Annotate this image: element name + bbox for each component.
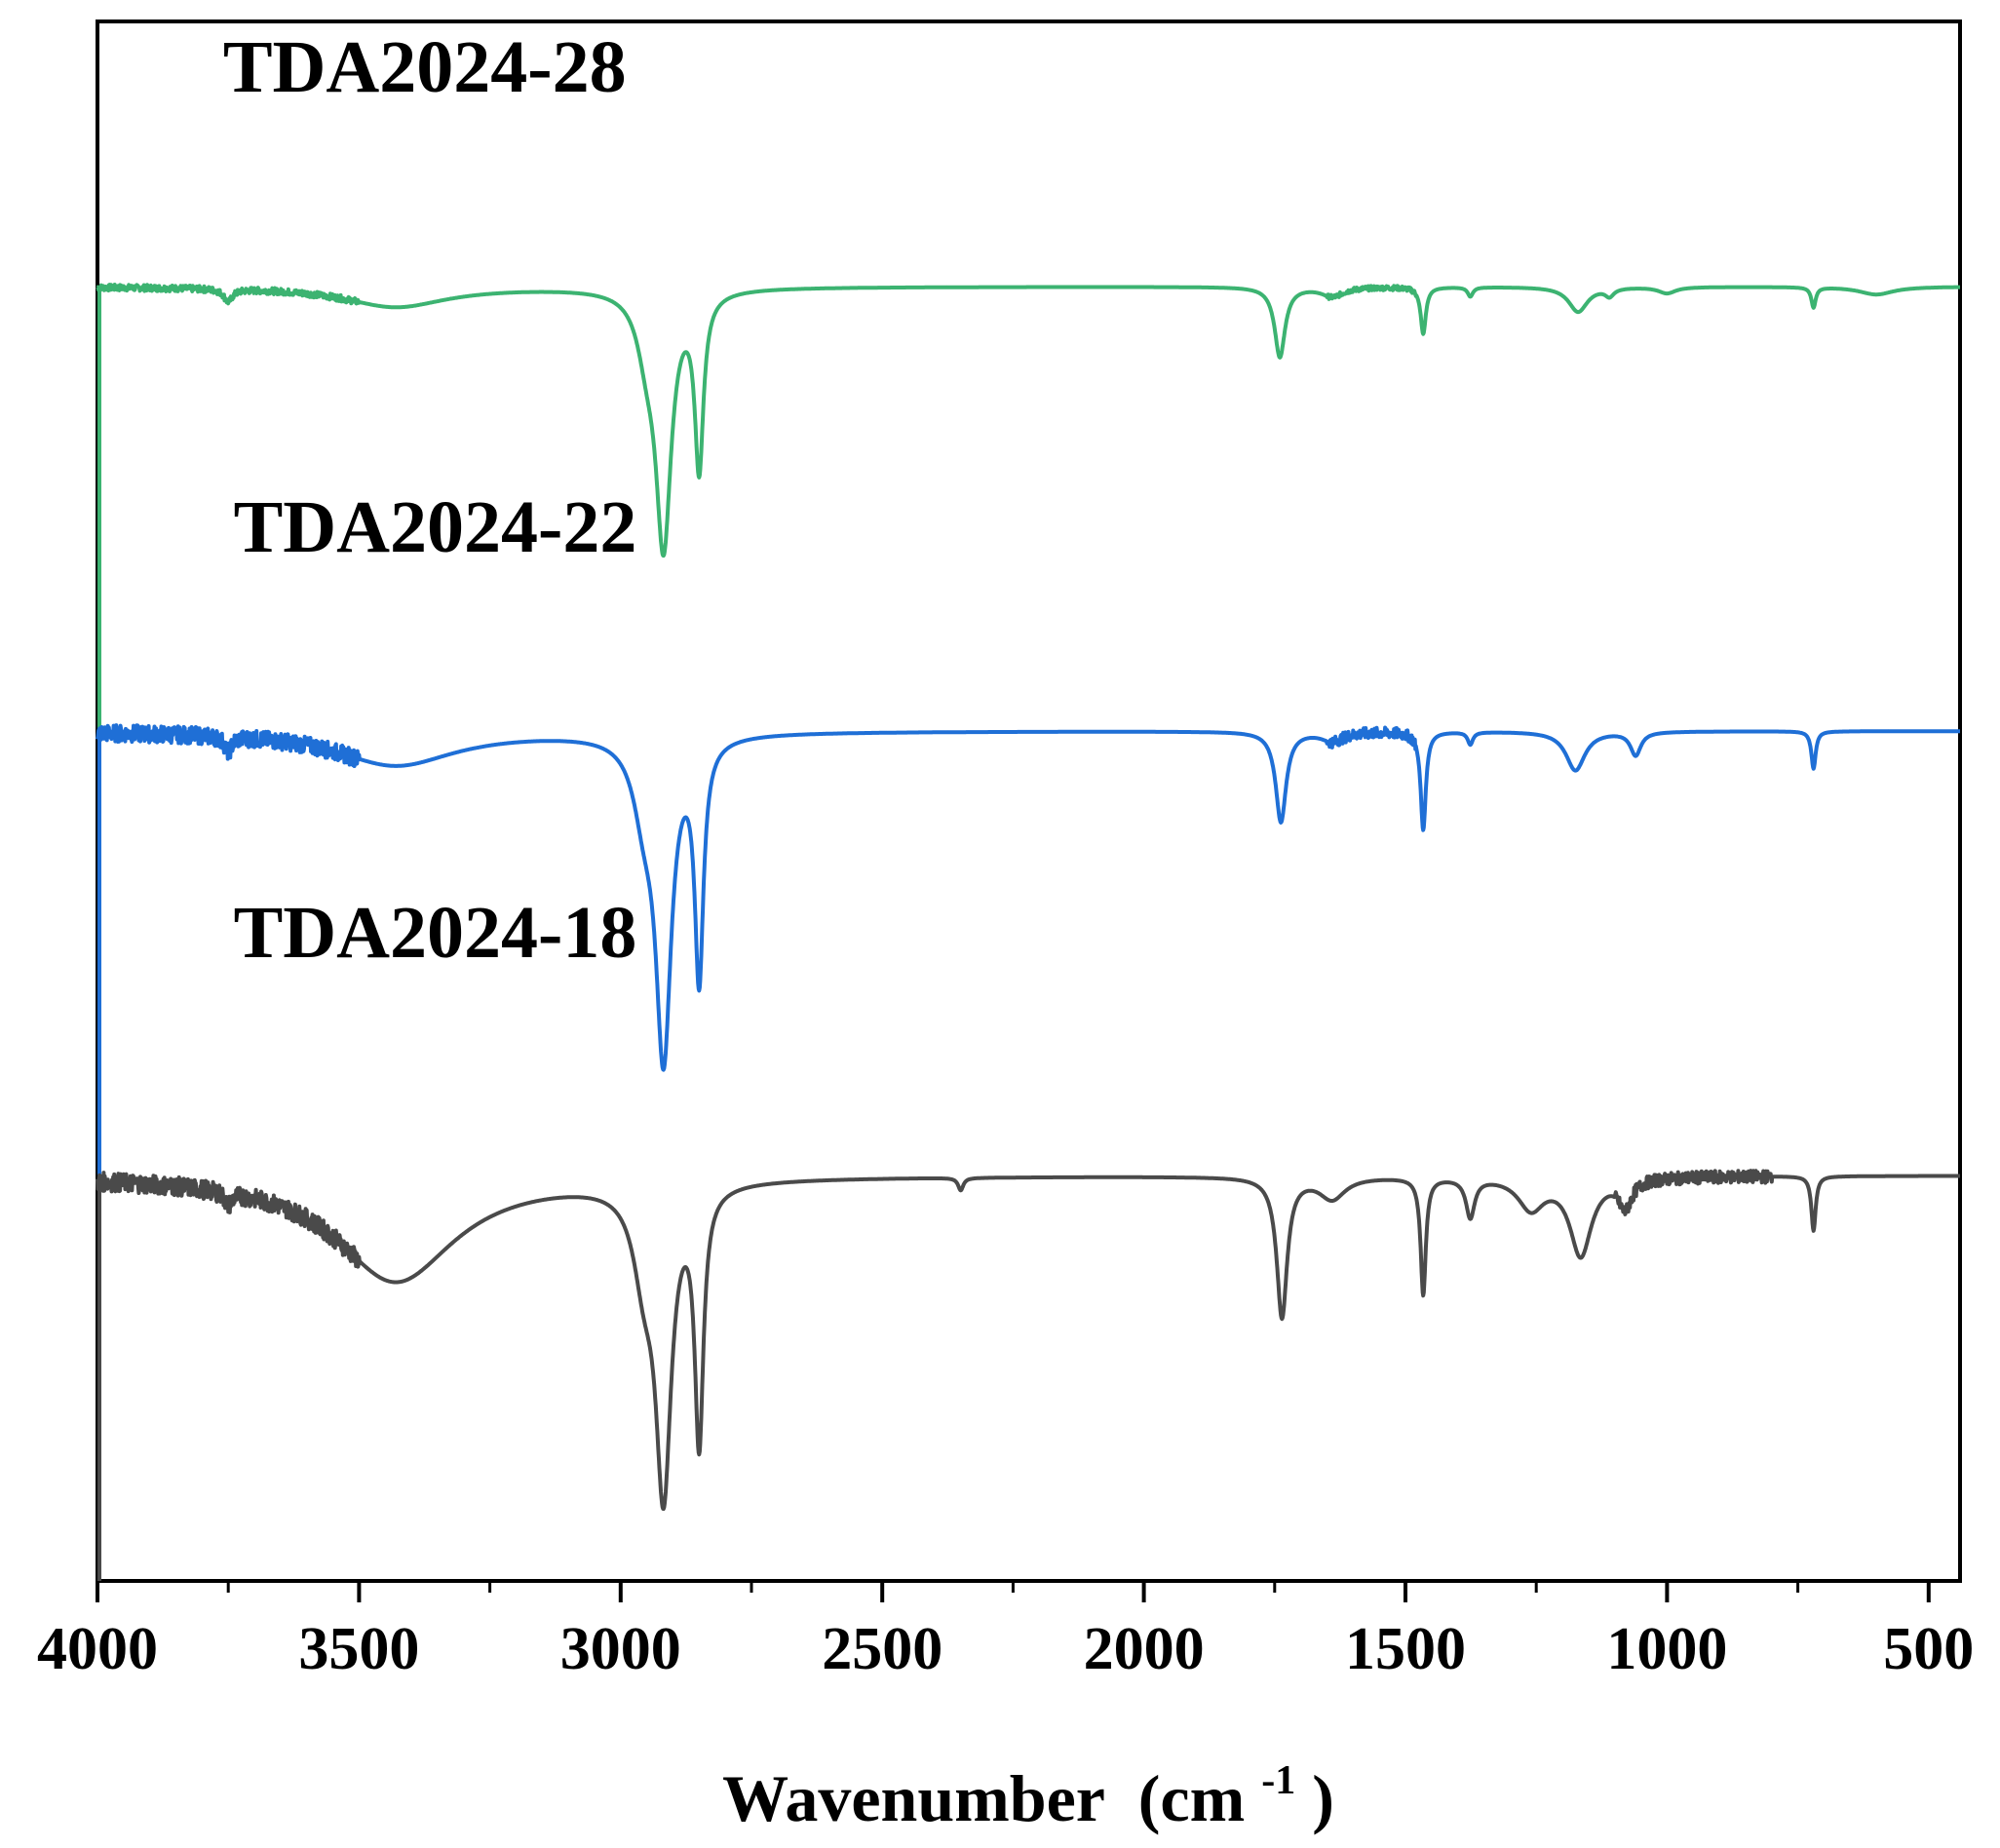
series-labels: TDA2024-28 TDA2024-22 TDA2024-18 bbox=[223, 26, 637, 974]
series-line-tda2024-18 bbox=[96, 1169, 1962, 1512]
x-tick-label: 1500 bbox=[1345, 1616, 1466, 1682]
x-axis-unit-close: ) bbox=[1312, 1761, 1334, 1835]
x-axis-title-text: Wavenumber bbox=[722, 1761, 1104, 1835]
x-tick-label: 2000 bbox=[1084, 1616, 1205, 1682]
series-line-tda2024-28 bbox=[96, 283, 1962, 558]
x-tick-label: 3500 bbox=[298, 1616, 419, 1682]
x-tick-label: 500 bbox=[1883, 1616, 1974, 1682]
series-label-tda2024-28: TDA2024-28 bbox=[223, 26, 627, 108]
x-tick-label: 3000 bbox=[560, 1616, 681, 1682]
series-label-tda2024-18: TDA2024-18 bbox=[234, 892, 637, 974]
x-axis-title: Wavenumber (cm -1 ) bbox=[722, 1734, 1334, 1835]
series-label-tda2024-22: TDA2024-22 bbox=[234, 486, 637, 568]
series-layer bbox=[96, 283, 1962, 1581]
x-axis-unit-open: (cm bbox=[1138, 1761, 1245, 1835]
x-axis-unit-sup: -1 bbox=[1261, 1758, 1295, 1803]
x-tick-label: 2500 bbox=[822, 1616, 942, 1682]
x-axis-ticks: 4000 3500 3000 2500 2000 1500 1000 500 bbox=[37, 1581, 1974, 1682]
x-tick-label: 1000 bbox=[1606, 1616, 1727, 1682]
series-line-tda2024-22 bbox=[96, 723, 1962, 1072]
plot-frame bbox=[96, 19, 1962, 1583]
x-tick-label: 4000 bbox=[37, 1616, 158, 1682]
